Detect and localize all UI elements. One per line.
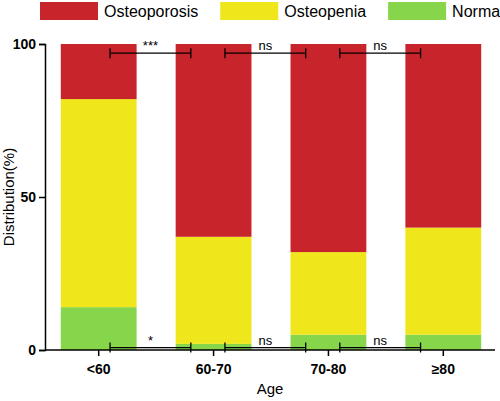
y-tick: 50 [20,189,45,205]
y-tick-mark [39,350,45,352]
bar-segment [291,44,367,252]
y-tick-label: 0 [28,342,36,358]
y-tick: 100 [13,36,45,52]
x-tick: 70-80 [311,350,347,377]
legend-swatch [40,2,98,20]
significance-label: * [148,333,153,348]
bar-segment [61,307,137,350]
y-tick-label: 50 [20,189,36,205]
x-tick-label: ≥80 [432,361,455,377]
significance-label: ns [373,333,387,348]
x-tick-mark [443,350,445,356]
bars [61,44,481,350]
x-tick: 60-70 [196,350,232,377]
significance-label: ns [258,38,272,53]
bar-segment [61,99,137,307]
y-tick: 0 [28,342,45,358]
x-tick-label: <60 [87,361,111,377]
x-tick-label: 60-70 [196,361,232,377]
legend-label: Osteoporosis [104,3,198,20]
y-tick-label: 100 [13,36,37,52]
y-tick-mark [39,44,45,46]
x-axis: <60 60-70 70-80 ≥80 [45,350,495,377]
x-axis-line [45,349,495,351]
annotations: *** ns ns * ns ns [110,38,420,352]
bar-segment [291,252,367,335]
y-axis-line [39,45,46,351]
bar-segment [405,44,481,228]
y-tick-mark [39,197,45,199]
significance-label: *** [143,38,158,53]
x-tick-mark [328,350,330,356]
y-axis: 0 50 100 [13,36,46,358]
x-tick: ≥80 [432,350,455,377]
significance-label: ns [258,333,272,348]
chart: 0 50 100 <60 60-70 70-80 ≥80 Age Distribution(%)… [0,0,500,401]
legend-label: Osteopenia [284,3,366,20]
x-tick-mark [213,350,215,356]
x-tick-mark [98,350,100,356]
x-tick: <60 [87,350,111,377]
bar-segment [176,44,252,237]
legend-swatch [388,2,446,20]
y-axis-title: Distribution(%) [0,148,17,246]
bar-segment [61,44,137,99]
bar-segment [405,228,481,335]
legend: Osteoporosis Osteopenia Normal [40,2,500,20]
x-axis-title: Age [257,380,284,397]
legend-swatch [220,2,278,20]
legend-label: Normal [452,3,500,20]
bar-segment [176,237,252,344]
significance-label: ns [373,38,387,53]
x-tick-label: 70-80 [311,361,347,377]
